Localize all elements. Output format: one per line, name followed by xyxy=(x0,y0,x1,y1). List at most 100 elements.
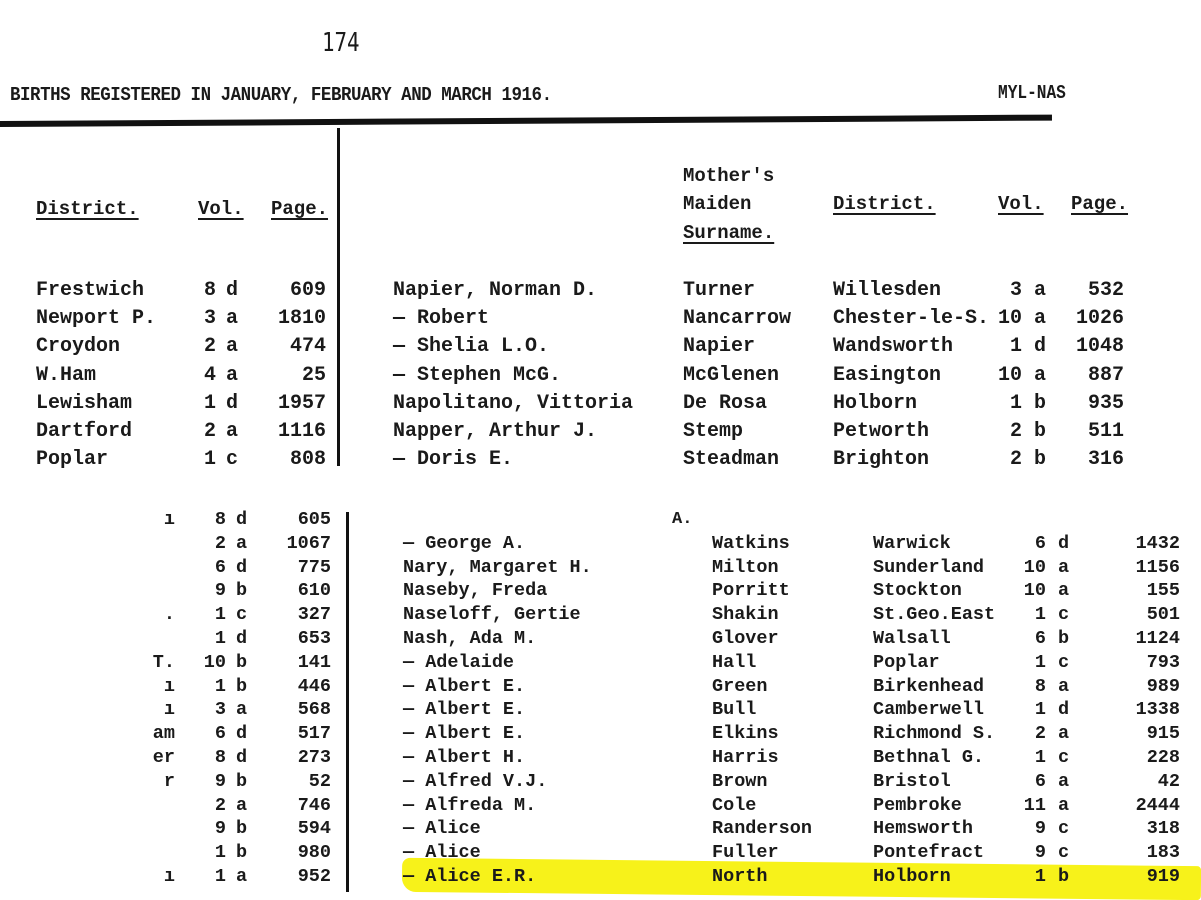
volume: 2 xyxy=(203,335,216,359)
volume: 1 xyxy=(203,448,216,472)
page: 605 xyxy=(297,509,331,530)
district: Stockton xyxy=(873,580,962,602)
volume: 10 xyxy=(1023,580,1046,602)
page: 25 xyxy=(301,363,326,387)
page: 1067 xyxy=(286,532,331,554)
page: 594 xyxy=(297,818,331,840)
volume-letter: d xyxy=(236,723,248,745)
volume: 4 xyxy=(203,363,216,387)
page: 2444 xyxy=(1135,794,1180,816)
child-name: — Albert H. xyxy=(403,747,526,768)
page: 141 xyxy=(297,651,331,673)
header-vol: Vol. xyxy=(198,198,244,220)
mother-maiden-surname: Brown xyxy=(712,770,768,792)
district: Brighton xyxy=(833,448,930,472)
register-row: er 8 d 273 — Albert H. Harris Bethnal G. 1 c 228 xyxy=(0,747,1201,771)
volume-letter: d xyxy=(236,556,248,578)
page: 775 xyxy=(297,556,331,578)
mother-maiden-surname: Shakin xyxy=(712,604,779,626)
volume: 1 xyxy=(1034,651,1046,673)
mother-maiden-surname: Turner xyxy=(683,279,756,302)
page: 915 xyxy=(1146,723,1180,745)
page: 183 xyxy=(1146,842,1180,864)
district: er xyxy=(152,747,175,768)
register-row: ı 3 a 568 — Albert E. Bull Camberwell 1 d 1338 xyxy=(0,699,1201,723)
register-row: Dartford 2 a 1116 Napper, Arthur J. Stemp Petw… xyxy=(0,420,1201,444)
page: 42 xyxy=(1157,770,1180,792)
register-row: 1 b 980 — Alice Fuller Pontefract 9 c 183 xyxy=(0,842,1201,866)
volume-letter: d xyxy=(236,747,248,768)
district: Sunderland xyxy=(873,556,985,578)
child-name: Napier, Norman D. xyxy=(393,279,598,302)
volume-letter: a xyxy=(1058,794,1070,816)
header-page: Page. xyxy=(271,198,329,220)
child-name: — George A. xyxy=(403,532,526,554)
mother-maiden-surname: North xyxy=(712,866,768,887)
mother-maiden-surname: Bull xyxy=(712,699,757,721)
volume-letter: b xyxy=(236,675,248,697)
volume-letter: a xyxy=(1058,675,1070,697)
volume: 9 xyxy=(214,818,226,840)
register-row: Lewisham 1 d 1957 Napolitano, Vittoria De Ros… xyxy=(0,392,1201,416)
district: ı xyxy=(163,675,175,697)
child-name: — Shelia L.O. xyxy=(393,335,550,359)
child-name: Nary, Margaret H. xyxy=(403,556,592,578)
volume-letter: b xyxy=(1034,448,1047,472)
child-name: Napolitano, Vittoria xyxy=(393,391,634,415)
volume-letter: a xyxy=(1058,556,1070,578)
page: 887 xyxy=(1087,363,1124,387)
page: 228 xyxy=(1146,747,1180,768)
register-row: . 1 c 327 Naseloff, Gertie Shakin St.Geo.East 1… xyxy=(0,604,1201,628)
volume: 10 xyxy=(1023,556,1046,578)
volume: 8 xyxy=(214,747,226,768)
register-row: Frestwich 8 d 609 Napier, Norman D. Turner Wil… xyxy=(0,279,1201,303)
page: 1124 xyxy=(1135,628,1180,649)
volume: 1 xyxy=(1034,747,1046,768)
section-letter: A. xyxy=(672,510,693,529)
district: T. xyxy=(152,651,175,673)
volume-letter: c xyxy=(236,604,248,626)
register-row: ı 1 a 952— Alice E.R. North Holborn 1 b 919 xyxy=(0,866,1201,890)
volume-letter: c xyxy=(1058,747,1070,768)
mother-maiden-surname: Fuller xyxy=(712,842,779,864)
page: 1810 xyxy=(277,307,326,331)
volume-letter: a xyxy=(236,699,248,721)
volume: 11 xyxy=(1023,794,1046,816)
district: Poplar xyxy=(873,651,940,673)
page: 1026 xyxy=(1075,307,1124,331)
district: Warwick xyxy=(873,532,951,554)
child-name: Napper, Arthur J. xyxy=(393,420,598,443)
child-name: — Alice E.R. xyxy=(403,866,537,887)
district: Wandsworth xyxy=(833,335,954,359)
mother-maiden-surname: Green xyxy=(712,675,768,697)
volume: 1 xyxy=(214,866,226,887)
page: 746 xyxy=(297,794,331,816)
register-row: Poplar 1 c 808 — Doris E. Steadman Brighton 2 b 3… xyxy=(0,448,1201,472)
district: ı xyxy=(163,699,175,721)
page: 568 xyxy=(297,699,331,721)
volume: 2 xyxy=(1009,420,1022,443)
volume: 8 xyxy=(203,279,216,302)
volume: 9 xyxy=(1034,818,1046,840)
volume: 6 xyxy=(214,723,226,745)
register-row: r 9 b 52 — Alfred V.J. Brown Bristol 6 a 42 xyxy=(0,771,1201,795)
header-district-2: District. xyxy=(833,193,936,215)
volume: 2 xyxy=(1009,448,1022,472)
district: W.Ham xyxy=(36,363,97,387)
volume-letter: d xyxy=(1058,532,1070,554)
volume: 8 xyxy=(214,509,226,530)
volume-letter: b xyxy=(236,580,248,602)
header-district: District. xyxy=(36,198,139,220)
register-row: 6 d 775 Nary, Margaret H. Milton Sunderland 10… xyxy=(0,557,1201,581)
district: Dartford xyxy=(36,420,133,443)
mother-maiden-surname: Stemp xyxy=(683,420,744,443)
district: Petworth xyxy=(833,420,930,443)
volume: 6 xyxy=(1034,770,1046,792)
page: 1338 xyxy=(1135,699,1180,721)
page: 318 xyxy=(1146,818,1180,840)
volume-letter: a xyxy=(236,532,248,554)
district: Easington xyxy=(833,363,942,387)
volume: 1 xyxy=(214,675,226,697)
district: Bristol xyxy=(873,770,951,792)
page: 474 xyxy=(289,335,326,359)
